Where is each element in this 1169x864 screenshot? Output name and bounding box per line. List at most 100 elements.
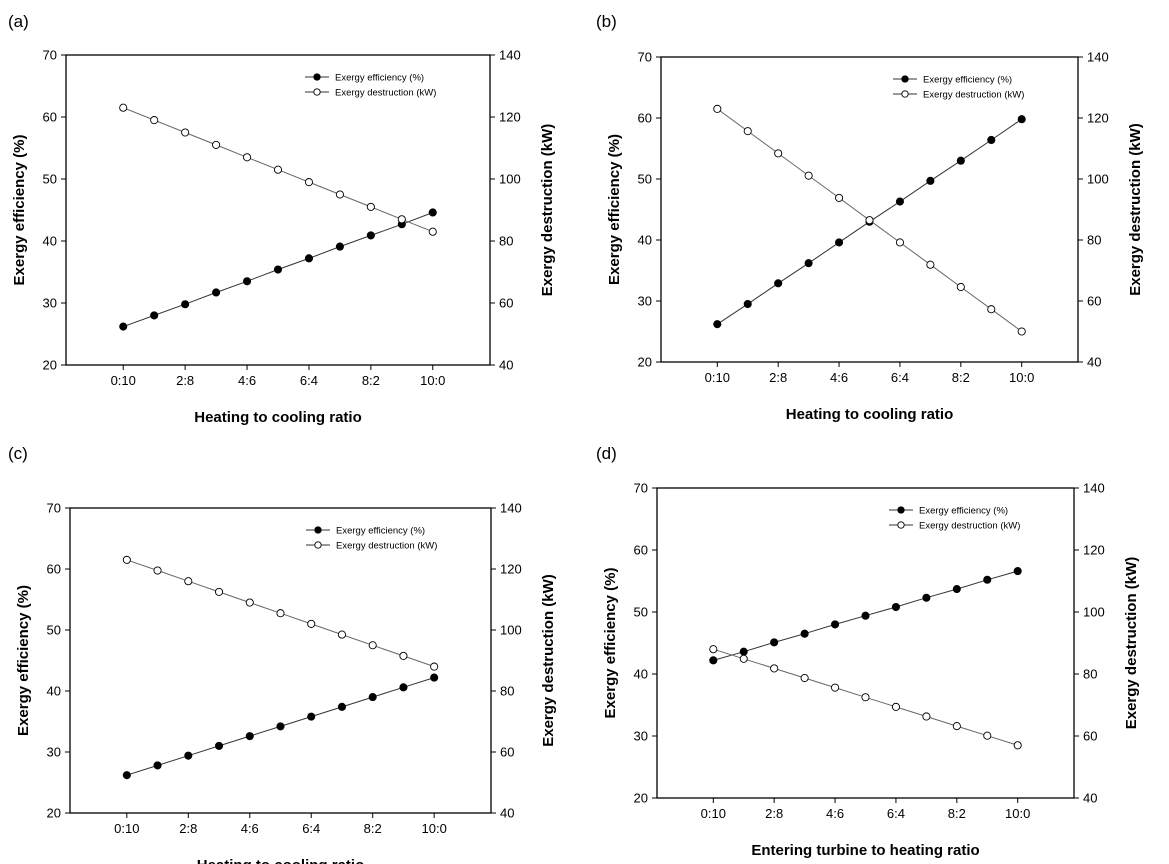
efficiency-point — [926, 176, 935, 185]
y-tick-label: 30 — [638, 294, 652, 309]
destruction-point — [122, 555, 131, 564]
destruction-point — [861, 693, 870, 702]
panel-c: (c) 20 30 40 50 60 70 40 60 80 100 120 140 0:10 2:8 4:… — [0, 430, 580, 864]
destruction-point — [926, 260, 935, 269]
efficiency-point — [891, 602, 900, 612]
destruction-point — [245, 598, 254, 607]
y2-tick-label: 80 — [499, 234, 513, 249]
efficiency-point — [399, 683, 408, 692]
efficiency-point — [983, 575, 992, 584]
legend-label: Exergy destruction (kW) — [919, 521, 1020, 532]
destruction-point — [242, 153, 252, 162]
legend-marker — [901, 75, 909, 83]
x-tick-label: 8:2 — [952, 370, 970, 385]
y-tick-label: 60 — [43, 110, 57, 125]
legend-label: Exergy efficiency (%) — [919, 506, 1008, 517]
y-tick-label: 60 — [638, 111, 652, 126]
y-tick-label: 20 — [47, 806, 61, 821]
y2-tick-label: 60 — [499, 296, 513, 311]
destruction-point — [739, 654, 748, 663]
destruction-point — [835, 193, 844, 202]
plot-frame — [660, 56, 1079, 363]
destruction-point — [1017, 327, 1026, 336]
y-tick-label: 20 — [634, 791, 648, 806]
x-tick-label: 0:10 — [114, 821, 139, 836]
y2-axis-title: Exergy destruction (kW) — [539, 124, 556, 297]
efficiency-point — [430, 673, 439, 682]
y-axis-title: Exergy efficiency (%) — [11, 135, 28, 286]
efficiency-point — [895, 197, 904, 206]
destruction-point — [304, 178, 314, 187]
chart-d: 20 30 40 50 60 70 40 60 80 100 120 140 0:10 2:8 4:6 6:4… — [602, 481, 1140, 860]
destruction-point — [337, 630, 347, 639]
efficiency-point — [800, 629, 809, 638]
destruction-point — [770, 664, 779, 673]
destruction-point — [119, 103, 128, 112]
y-tick-label: 70 — [43, 48, 57, 63]
destruction-point — [181, 128, 190, 137]
efficiency-point — [212, 288, 221, 297]
panel-a: (a) 20 30 40 50 60 70 40 60 80 100 120 140 0:10 2:8 4:… — [0, 0, 580, 430]
x-tick-label: 6:4 — [887, 806, 905, 821]
y-axis-title: Exergy efficiency (%) — [15, 585, 32, 736]
efficiency-point — [831, 620, 840, 629]
efficiency-point — [304, 254, 314, 263]
y-tick-label: 20 — [638, 355, 652, 370]
x-tick-label: 8:2 — [364, 821, 382, 836]
efficiency-point — [366, 231, 375, 240]
destruction-point — [368, 641, 377, 650]
y-tick-label: 40 — [43, 234, 57, 249]
x-tick-label: 6:4 — [300, 373, 318, 388]
efficiency-point — [861, 611, 870, 620]
y2-tick-label: 60 — [1087, 294, 1101, 309]
x-tick-label: 10:0 — [420, 373, 445, 388]
efficiency-point — [214, 741, 224, 750]
x-tick-label: 2:8 — [765, 806, 783, 821]
panel-label-a: (a) — [8, 12, 29, 31]
efficiency-point — [276, 722, 285, 731]
destruction-point — [184, 577, 193, 586]
legend-marker — [313, 73, 321, 81]
x-axis-title: Heating to cooling ratio — [194, 409, 362, 426]
y2-tick-label: 100 — [500, 623, 522, 638]
efficiency-point — [713, 320, 722, 329]
y-tick-label: 60 — [47, 562, 61, 577]
y2-tick-label: 60 — [1083, 729, 1097, 744]
efficiency-point — [922, 593, 931, 602]
efficiency-point — [835, 238, 844, 247]
y-tick-label: 30 — [43, 296, 57, 311]
efficiency-point — [150, 311, 159, 320]
y2-tick-label: 100 — [1087, 172, 1109, 187]
y2-tick-label: 140 — [1087, 50, 1109, 65]
x-tick-label: 8:2 — [362, 373, 380, 388]
chart-c: 20 30 40 50 60 70 40 60 80 100 120 140 0:10 2:8 4:6 6:4… — [15, 501, 557, 864]
y2-tick-label: 120 — [1083, 543, 1105, 558]
y-tick-label: 70 — [634, 481, 648, 496]
x-tick-label: 4:6 — [238, 373, 256, 388]
legend-label: Exergy efficiency (%) — [923, 75, 1012, 86]
y2-axis-title: Exergy destruction (kW) — [1123, 557, 1140, 730]
destruction-point — [895, 238, 904, 247]
y-axis-title: Exergy efficiency (%) — [602, 568, 619, 719]
x-tick-label: 6:4 — [891, 370, 909, 385]
y2-tick-label: 80 — [1087, 233, 1101, 248]
y-tick-label: 70 — [47, 501, 61, 516]
y-tick-label: 70 — [638, 50, 652, 65]
efficiency-point — [368, 693, 377, 702]
x-tick-label: 4:6 — [830, 370, 848, 385]
y2-tick-label: 100 — [1083, 605, 1105, 620]
legend-marker — [313, 88, 321, 96]
x-axis-title: Heating to cooling ratio — [197, 857, 365, 864]
destruction-point — [307, 619, 316, 628]
y2-tick-label: 80 — [1083, 667, 1097, 682]
efficiency-point — [119, 322, 128, 331]
efficiency-point — [956, 156, 965, 165]
panel-d: (d) 20 30 40 50 60 70 40 60 80 100 120 140 0:10 2:8 4:… — [584, 430, 1164, 860]
efficiency-point — [335, 242, 344, 251]
y2-tick-label: 40 — [1087, 355, 1101, 370]
destruction-point — [804, 171, 813, 180]
efficiency-point — [1017, 115, 1026, 124]
x-tick-label: 6:4 — [302, 821, 320, 836]
x-axis-title: Heating to cooling ratio — [786, 406, 954, 423]
y-tick-label: 50 — [638, 172, 652, 187]
